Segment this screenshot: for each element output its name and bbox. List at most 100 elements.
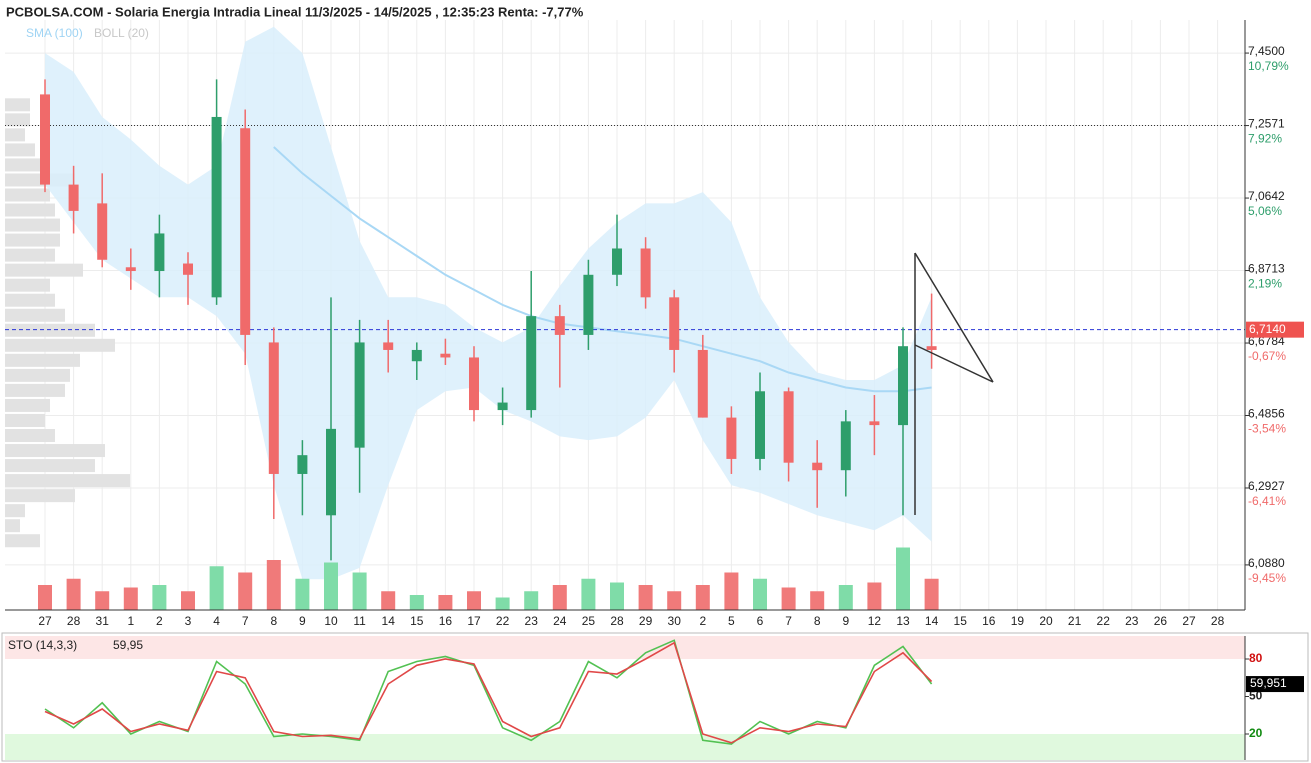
overbought-zone bbox=[5, 636, 1245, 659]
panel-border bbox=[1, 632, 1309, 762]
x-tick-label: 12 bbox=[868, 614, 882, 628]
oversold-zone bbox=[5, 734, 1245, 760]
x-tick-label: 31 bbox=[96, 614, 110, 628]
x-tick-label: 15 bbox=[954, 614, 968, 628]
volume-bar bbox=[123, 587, 138, 610]
x-tick-label: 10 bbox=[324, 614, 338, 628]
x-tick-label: 13 bbox=[896, 614, 910, 628]
volume-bar bbox=[38, 585, 52, 610]
candle-body bbox=[612, 248, 622, 275]
x-tick-label: 14 bbox=[382, 614, 396, 628]
y-tick-change: -3,54% bbox=[1248, 422, 1286, 436]
volume-bar bbox=[667, 591, 682, 610]
current-label: 59,951 bbox=[1250, 676, 1287, 690]
sto-title: STO (14,3,3) bbox=[8, 638, 77, 652]
x-tick-label: 7 bbox=[242, 614, 249, 628]
triangle-side bbox=[914, 252, 994, 383]
candle-body bbox=[640, 248, 651, 298]
x-tick-label: 7 bbox=[785, 614, 792, 628]
volume-profile-bar bbox=[5, 128, 25, 142]
volume-bar bbox=[95, 591, 110, 610]
candle-body bbox=[268, 342, 279, 474]
triangle-side bbox=[914, 344, 994, 383]
volume-bar bbox=[695, 585, 710, 610]
volume-profile-bar bbox=[5, 459, 95, 473]
x-tick-label: 5 bbox=[728, 614, 735, 628]
x-tick-label: 29 bbox=[639, 614, 653, 628]
volume-bar bbox=[924, 578, 939, 610]
y-tick-change: 2,19% bbox=[1248, 277, 1282, 291]
candle-body bbox=[669, 297, 680, 350]
y-tick-change: -0,67% bbox=[1248, 349, 1286, 363]
volume-bar bbox=[181, 591, 195, 610]
y-tick-label: 50 bbox=[1249, 689, 1263, 703]
volume-profile-bar bbox=[5, 383, 65, 397]
volume-profile-bar bbox=[5, 263, 83, 277]
x-tick-label: 17 bbox=[467, 614, 481, 628]
volume-bar bbox=[324, 562, 338, 610]
candle-body bbox=[926, 346, 937, 350]
volume-bar bbox=[295, 578, 310, 610]
candle-body bbox=[326, 428, 336, 516]
candle-body bbox=[526, 316, 537, 411]
x-tick-label: 8 bbox=[814, 614, 821, 628]
volume-profile-bar bbox=[5, 474, 130, 488]
y-tick-change: 5,06% bbox=[1248, 204, 1282, 218]
volume-profile-bar bbox=[5, 534, 40, 548]
y-tick-change: 7,92% bbox=[1248, 132, 1282, 146]
x-tick-label: 19 bbox=[1011, 614, 1025, 628]
bollinger-band bbox=[45, 26, 932, 580]
candle-body bbox=[812, 462, 823, 471]
volume-bar bbox=[867, 582, 882, 610]
volume-profile-bar bbox=[5, 413, 45, 427]
candle-body bbox=[840, 421, 851, 471]
volume-bar bbox=[781, 587, 796, 610]
volume-bar bbox=[352, 572, 367, 610]
x-tick-label: 9 bbox=[842, 614, 849, 628]
candle-body bbox=[297, 455, 308, 474]
candle-body bbox=[783, 391, 794, 463]
y-tick-label: 6,0880 bbox=[1248, 556, 1285, 570]
volume-profile-bar bbox=[5, 489, 75, 503]
y-tick-label: 6,6784 bbox=[1248, 334, 1285, 348]
volume-bar bbox=[638, 585, 653, 610]
volume-profile-bar bbox=[5, 143, 35, 157]
x-tick-label: 9 bbox=[299, 614, 306, 628]
stochastic-panel: 80 50 20 59,951 bbox=[5, 636, 1304, 760]
candle-body bbox=[383, 342, 394, 350]
volume-bar bbox=[381, 591, 396, 610]
candle-body bbox=[554, 316, 565, 335]
volume-bar bbox=[810, 591, 825, 610]
volume-bar bbox=[552, 585, 567, 610]
last-price-label: 6,7140 bbox=[1249, 322, 1286, 336]
candle-body bbox=[583, 274, 594, 335]
y-tick-label: 6,4856 bbox=[1248, 407, 1285, 421]
volume-bar bbox=[524, 591, 539, 610]
sto-value: 59,95 bbox=[113, 638, 143, 652]
x-tick-label: 3 bbox=[185, 614, 192, 628]
volume-profile-bar bbox=[5, 293, 55, 307]
candle-body bbox=[869, 421, 880, 426]
x-tick-label: 2 bbox=[699, 614, 706, 628]
volume-bar bbox=[66, 578, 81, 610]
x-tick-label: 16 bbox=[439, 614, 453, 628]
x-tick-label: 28 bbox=[1211, 614, 1225, 628]
candle-body bbox=[469, 357, 479, 411]
x-tick-label: 27 bbox=[38, 614, 52, 628]
x-tick-label: 28 bbox=[610, 614, 624, 628]
candle-body bbox=[411, 349, 422, 362]
x-tick-label: 22 bbox=[1097, 614, 1111, 628]
volume-profile-bar bbox=[5, 338, 115, 352]
x-tick-label: 23 bbox=[1125, 614, 1139, 628]
x-tick-label: 4 bbox=[213, 614, 220, 628]
volume-profile-bar bbox=[5, 504, 25, 518]
x-tick-label: 27 bbox=[1182, 614, 1196, 628]
volume-bar bbox=[838, 585, 853, 610]
volume-profile-bar bbox=[5, 353, 80, 367]
candle-body bbox=[440, 353, 451, 358]
volume-bar bbox=[724, 572, 739, 610]
last-price-tag bbox=[1246, 321, 1304, 338]
triangle-annotation bbox=[914, 252, 994, 515]
volume-profile-bar bbox=[5, 158, 45, 172]
